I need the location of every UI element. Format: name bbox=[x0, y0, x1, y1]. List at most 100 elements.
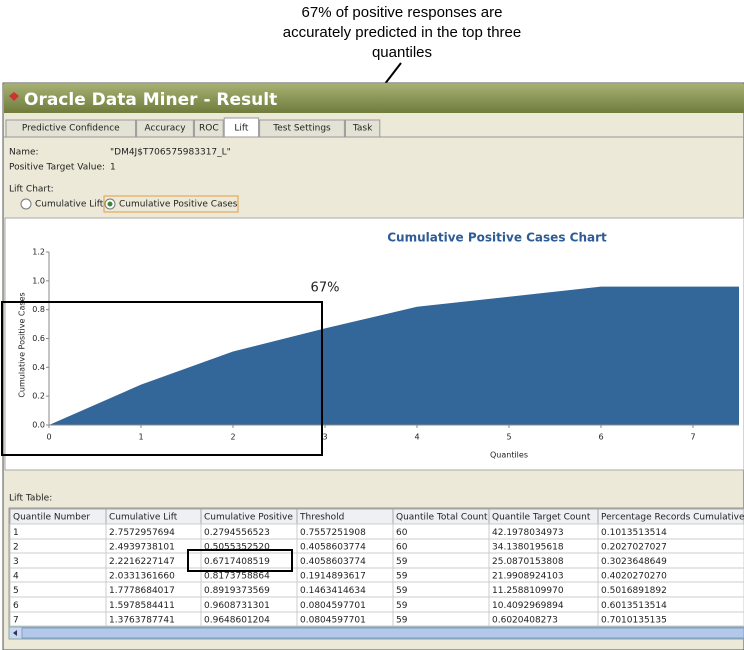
cell-text: 11.2588109970 bbox=[492, 586, 564, 596]
y-tick-label: 0.8 bbox=[32, 305, 45, 314]
cell bbox=[9, 581, 107, 598]
cell-text: 1.3763787741 bbox=[109, 616, 175, 626]
cell-text: 21.9908924103 bbox=[492, 572, 564, 582]
cell-text: 0.9608731301 bbox=[204, 601, 270, 611]
cell-text: 1.5978584411 bbox=[109, 601, 175, 611]
header-label: Quantile Total Count bbox=[396, 513, 488, 523]
title-bar bbox=[4, 84, 744, 113]
cell-text: 0.1914893617 bbox=[300, 572, 366, 582]
x-tick-label: 3 bbox=[322, 433, 327, 442]
cell-text: 59 bbox=[396, 557, 408, 567]
target-value: 1 bbox=[110, 163, 116, 173]
cell-text: 0.4058603774 bbox=[300, 557, 366, 567]
cell-text: 2.0331361660 bbox=[109, 572, 175, 582]
area bbox=[49, 286, 739, 425]
header-label: Quantile Target Count bbox=[492, 513, 591, 523]
radio[interactable] bbox=[20, 198, 32, 210]
tab-label[interactable]: ROC bbox=[199, 124, 219, 134]
tab-label[interactable]: Predictive Confidence bbox=[22, 124, 120, 134]
scroll-thumb[interactable] bbox=[21, 627, 744, 639]
app-icon bbox=[9, 92, 19, 101]
cell-text: 2 bbox=[13, 543, 19, 553]
x-tick-label: 0 bbox=[46, 433, 51, 442]
cell-text: 10.4092969894 bbox=[492, 601, 564, 611]
x-tick-label: 2 bbox=[230, 433, 235, 442]
x-tick-label: 4 bbox=[414, 433, 419, 442]
cell-text: 0.4020270270 bbox=[601, 572, 667, 582]
x-tick-label: 7 bbox=[690, 433, 695, 442]
cell-text: 0.0804597701 bbox=[300, 601, 366, 611]
cell-text: 1.7778684017 bbox=[109, 586, 175, 596]
cell-highlight bbox=[187, 549, 293, 572]
cell-text: 59 bbox=[396, 601, 408, 611]
plot: 0.0 0.2 0.4 0.6 0.8 1.0 1.2 0 1 2 3 4 5 6 7 bbox=[32, 248, 739, 442]
x-axis-label: Quantiles bbox=[490, 451, 528, 460]
table-label: Lift Table: bbox=[9, 494, 52, 504]
cell-text: 0.7557251908 bbox=[300, 528, 366, 538]
cell-text: 0.6020408273 bbox=[492, 616, 558, 626]
lift-chart-label: Lift Chart: bbox=[9, 185, 54, 195]
cell-text: 0.5016891892 bbox=[601, 586, 667, 596]
cell-text: 59 bbox=[396, 616, 408, 626]
cell-text: 3 bbox=[13, 557, 19, 567]
cell bbox=[9, 523, 107, 540]
target-label: Positive Target Value: bbox=[9, 163, 105, 173]
name-label: Name: bbox=[9, 148, 39, 158]
x-tick-label: 5 bbox=[506, 433, 511, 442]
y-tick-label: 0.6 bbox=[32, 334, 45, 343]
radio-dot bbox=[107, 201, 113, 207]
cell-text: 0.6717408519 bbox=[204, 557, 270, 567]
x-tick-label: 1 bbox=[138, 433, 143, 442]
radio-label[interactable]: Cumulative Lift bbox=[35, 200, 104, 210]
y-tick-label: 0.2 bbox=[32, 392, 45, 401]
chart-annotation: 67% bbox=[311, 281, 340, 296]
cell-text: 1 bbox=[13, 528, 19, 538]
cell-text: 0.6013513514 bbox=[601, 601, 667, 611]
cell-text: 59 bbox=[396, 586, 408, 596]
cell bbox=[9, 538, 107, 554]
lift-table: Quantile Number Cumulative Lift Cumulative… bbox=[8, 507, 744, 627]
cell-text: 0.0804597701 bbox=[300, 616, 366, 626]
x-tick-label: 6 bbox=[598, 433, 603, 442]
header-label: Quantile Number bbox=[13, 513, 90, 523]
cell-text: 2.7572957694 bbox=[109, 528, 175, 538]
tab-label[interactable]: Task bbox=[352, 124, 373, 134]
y-axis-label: Cumulative Positive Cases bbox=[18, 292, 27, 397]
cell-text: 0.8919373569 bbox=[204, 586, 270, 596]
cell-text: 0.2794556523 bbox=[204, 528, 270, 538]
cell-text: 0.4058603774 bbox=[300, 543, 366, 553]
cell-text: 2.2216227147 bbox=[109, 557, 175, 567]
scroll-arrow[interactable] bbox=[13, 630, 17, 636]
cell-text: 4 bbox=[13, 572, 19, 582]
tab-label[interactable]: Accuracy bbox=[144, 124, 186, 134]
annotation-line: 67% of positive responses are bbox=[302, 4, 503, 21]
window-title: Oracle Data Miner - Result bbox=[24, 90, 277, 110]
cell-text: 7 bbox=[13, 616, 19, 626]
cell bbox=[9, 552, 107, 569]
cell-text: 0.1463414634 bbox=[300, 586, 366, 596]
focus-box bbox=[103, 195, 239, 213]
cell-text: 60 bbox=[396, 528, 408, 538]
annotation-line: accurately predicted in the top three bbox=[283, 24, 521, 41]
cell-text: 5 bbox=[13, 586, 19, 596]
header-label: Threshold bbox=[299, 513, 344, 523]
cell-text: 2.4939738101 bbox=[109, 543, 175, 553]
cell-text: 60 bbox=[396, 543, 408, 553]
cell bbox=[9, 611, 107, 627]
tab-bar: Predictive Confidence Accuracy ROC Lift Test… bbox=[5, 117, 381, 138]
radio-label[interactable]: Cumulative Positive Cases bbox=[119, 200, 238, 210]
cell-text: 0.5055352520 bbox=[204, 543, 270, 553]
y-tick-label: 1.2 bbox=[32, 248, 45, 257]
highlight-box bbox=[1, 301, 323, 456]
cell-text: 0.9648601204 bbox=[204, 616, 270, 626]
cell-text: 25.0870153808 bbox=[492, 557, 564, 567]
annotation-line: quantiles bbox=[372, 44, 432, 61]
tab-label[interactable]: Lift bbox=[234, 124, 249, 134]
cell bbox=[9, 567, 107, 583]
tab-label[interactable]: Test Settings bbox=[272, 124, 331, 134]
chart-title: Cumulative Positive Cases Chart bbox=[387, 231, 607, 245]
cell-text: 0.2027027027 bbox=[601, 543, 667, 553]
cell bbox=[9, 596, 107, 613]
